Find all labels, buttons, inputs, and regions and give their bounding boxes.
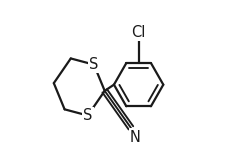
- Text: Cl: Cl: [131, 25, 146, 40]
- Text: S: S: [83, 108, 92, 123]
- Text: S: S: [89, 57, 99, 72]
- Text: N: N: [130, 130, 141, 145]
